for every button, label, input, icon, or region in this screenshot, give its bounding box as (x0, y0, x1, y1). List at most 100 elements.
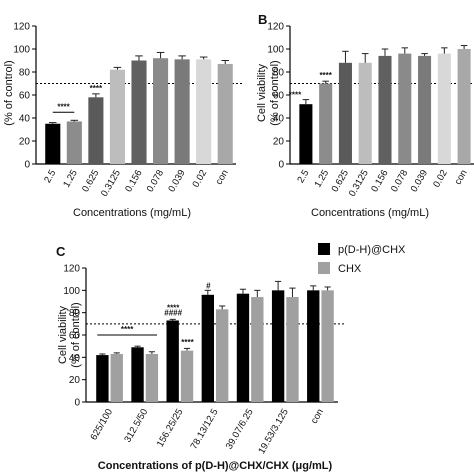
panel-a-xtick-label: 0.156 (123, 168, 144, 194)
panel-a-xlabel: Concentrations (mg/mL) (73, 207, 191, 219)
panel-b-bar (299, 104, 313, 164)
panel-a-ylabel: (% of control) (3, 60, 15, 125)
panel-b-bar (358, 62, 372, 164)
panel-a-bar (45, 123, 61, 164)
panel-c-bar-series-1 (271, 290, 285, 402)
panel-c-xtick-label: 625/100 (88, 407, 115, 442)
panel-b-ytick-label: 100 (267, 45, 284, 56)
panel-c-sig-label: #### (164, 308, 182, 317)
panel-a-ytick-label: 80 (19, 68, 31, 79)
panel-b-ytick-label: 40 (273, 114, 285, 125)
panel-c-bar-series-1 (96, 355, 109, 402)
panel-b-xlabel: Concentrations (mg/mL) (311, 207, 429, 219)
panel-a-ytick-label: 20 (19, 137, 31, 148)
panel-c-bar-series-2 (145, 353, 159, 402)
panel-b-bar (398, 53, 412, 164)
panel-a-bar (196, 59, 212, 164)
panel-c-ytick-label: 80 (69, 308, 81, 319)
panel-c-ytick-label: 20 (69, 375, 81, 386)
panel-a-bar (88, 97, 104, 164)
panel-a-xtick-label: 2.5 (42, 168, 58, 185)
panel-a-bar (217, 63, 233, 165)
panel-b-ytick-label: 20 (273, 137, 285, 148)
panel-b-chart: B Cell viability (% of control) Concentr… (256, 12, 474, 219)
panel-c-label: C (56, 244, 66, 259)
panel-b-xtick-label: 0.039 (409, 168, 430, 194)
panel-a-bar (174, 59, 190, 164)
panel-c-xtick-label: 39.07/6.25 (224, 407, 256, 451)
panel-c-bar-series-2 (321, 290, 334, 402)
panel-c-ytick-label: 120 (63, 264, 80, 275)
panel-c-bar-series-1 (131, 347, 144, 402)
panel-c-xtick-label: 19.53/3.125 (256, 407, 291, 456)
panel-c-xtick-label: 78.13/12.5 (189, 407, 221, 451)
panel-b-bar (437, 53, 451, 164)
panel-b-bar (378, 55, 392, 164)
panel-a-xtick-label: 1.25 (61, 168, 80, 190)
panel-b-ytick-label: 60 (273, 91, 285, 102)
panel-c-ytick-label: 0 (74, 398, 80, 409)
panel-b-xtick-label: 0.3125 (347, 168, 371, 199)
panel-a-ytick-label: 120 (13, 22, 30, 33)
panel-b-ytick-label: 0 (278, 160, 284, 171)
panel-c-sig-label: **** (167, 303, 180, 312)
panel-c-ylabel: Cell viability (57, 305, 69, 364)
panel-b-xtick-label: con (453, 168, 470, 187)
panel-a-bar (131, 60, 147, 164)
panel-a-xtick-label: 0.078 (145, 168, 166, 194)
panel-b-bar (338, 62, 352, 164)
panel-c-xlabel: Concentrations of p(D-H)@CHX/CHX (μg/mL) (98, 460, 333, 472)
panel-a-xtick-label: 0.625 (80, 168, 101, 194)
panel-c-bar-series-2 (251, 297, 264, 402)
panel-c-bar-series-1 (236, 293, 250, 402)
panel-b-bar (457, 49, 471, 164)
panel-c-legend: p(D-H)@CHX CHX (318, 243, 406, 275)
panel-c-bar-series-1 (307, 290, 320, 402)
panel-c-sig-label: **** (181, 338, 194, 347)
legend-swatch-series-1 (318, 243, 330, 255)
panel-b-label: B (258, 12, 267, 27)
panel-c-bar-series-2 (180, 350, 194, 402)
panel-c-chart: C Cell viability (% of control) Concentr… (56, 243, 406, 472)
panel-a-xtick-label: con (214, 168, 231, 187)
panel-b-xtick-label: 1.25 (312, 168, 331, 190)
panel-b-xtick-label: 0.078 (389, 168, 410, 194)
panel-b-xtick-label: 0.02 (431, 168, 450, 190)
panel-c-bar-series-1 (166, 320, 179, 402)
panel-a-bar (153, 58, 169, 165)
panel-a-bar (66, 121, 82, 164)
panel-c-sig-label: # (206, 282, 211, 291)
panel-a-ytick-label: 60 (19, 91, 31, 102)
panel-a-bar (109, 69, 125, 164)
panel-c-xtick-label: 156.25/25 (155, 407, 186, 449)
panel-c-sig-label: **** (121, 325, 134, 334)
panel-b-sig-label: **** (289, 91, 302, 100)
panel-c-bar-series-2 (216, 309, 229, 402)
legend-swatch-series-2 (318, 262, 330, 274)
panel-b-bar (418, 55, 432, 164)
panel-c-bar-series-2 (110, 353, 123, 402)
panel-a-sig-label: **** (57, 102, 70, 111)
panel-a-xtick-label: 0.039 (166, 168, 187, 194)
legend-label-series-1: p(D-H)@CHX (338, 244, 406, 256)
panel-c-bar-series-2 (286, 297, 299, 402)
panel-c-ylabel-2: (% of control) (70, 302, 82, 367)
legend-label-series-2: CHX (338, 263, 362, 275)
panel-a-xtick-label: 0.3125 (99, 168, 123, 199)
panel-c-xtick-label: 312.5/50 (122, 407, 150, 445)
panel-b-ylabel-2: (% of control) (269, 60, 281, 125)
panel-a-xtick-label: 0.02 (190, 168, 209, 190)
panel-b-sig-label: **** (319, 71, 332, 80)
panel-a-ytick-label: 0 (24, 160, 30, 171)
panel-b-xtick-label: 0.156 (369, 168, 390, 194)
panel-a-chart: (% of control) Concentrations (mg/mL) 0 2… (3, 22, 244, 219)
panel-c-bar-series-1 (201, 294, 214, 402)
panel-b-ytick-label: 120 (267, 22, 284, 33)
panel-c-ytick-label: 100 (63, 286, 80, 297)
panel-b-ylabel: Cell viability (256, 63, 268, 122)
panel-b-ytick-label: 80 (273, 68, 285, 79)
panel-c-xtick-label: con (309, 407, 326, 426)
panel-a-ytick-label: 100 (13, 45, 30, 56)
panel-b-xtick-label: 2.5 (295, 168, 311, 185)
